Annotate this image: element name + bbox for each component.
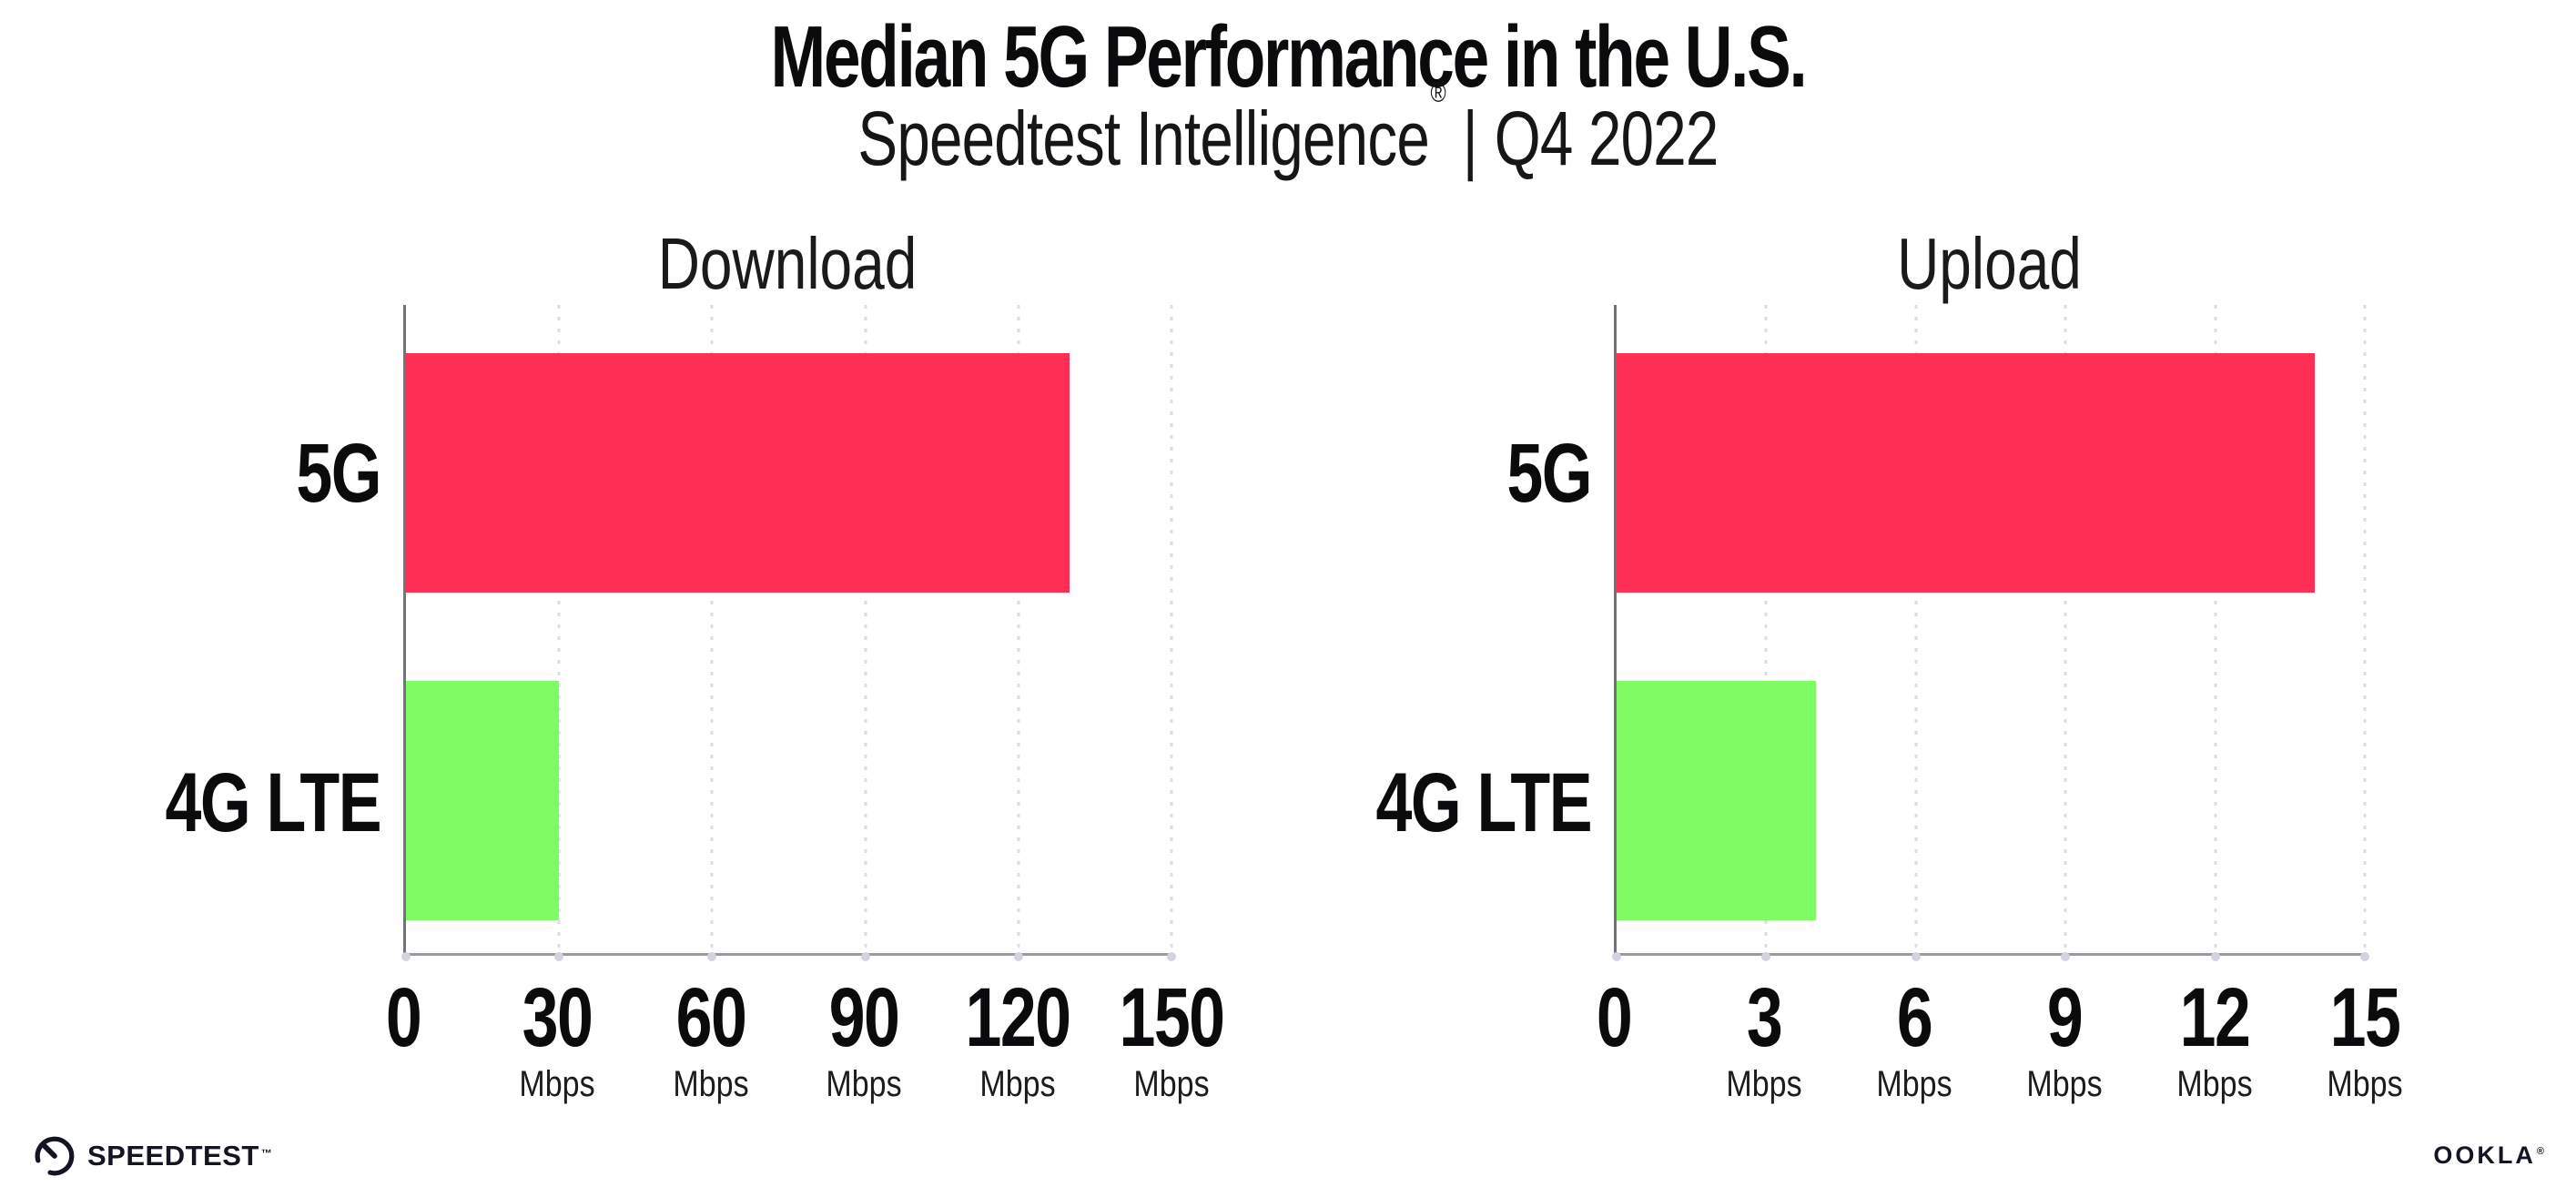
download-x-axis-labels: 0 30 Mbps 60 Mbps 90 Mbps 120 Mbps 150 Mbps bbox=[386, 971, 1225, 1134]
subtitle-separator: | bbox=[1462, 96, 1478, 181]
download-bar-4g-lte bbox=[406, 681, 560, 920]
page-subtitle: Speedtest Intelligence® | Q4 2022 bbox=[283, 78, 2292, 183]
gridline bbox=[864, 305, 867, 953]
gridline bbox=[2214, 305, 2217, 953]
x-tick: 15 Mbps bbox=[2320, 971, 2409, 1105]
gridline bbox=[1914, 305, 1918, 953]
download-category-label-4g-lte: 4G LTE bbox=[165, 756, 381, 849]
download-chart-title: Download bbox=[657, 223, 918, 304]
upload-plot-area bbox=[1612, 305, 2369, 961]
download-category-label-5g: 5G bbox=[296, 427, 381, 520]
trademark-mark: ™ bbox=[260, 1147, 273, 1160]
gridline bbox=[2064, 305, 2067, 953]
x-tick-value: 15 bbox=[2329, 971, 2401, 1064]
speedtest-logo-text: SPEEDTEST ™ bbox=[87, 1140, 273, 1172]
subtitle-brand: Speedtest Intelligence bbox=[857, 96, 1429, 181]
x-tick: 3 Mbps bbox=[1719, 971, 1809, 1105]
gridline bbox=[2363, 305, 2367, 953]
tick-dot bbox=[1612, 952, 1621, 961]
x-tick-value: 60 bbox=[675, 971, 746, 1064]
tick-dot bbox=[2061, 952, 2071, 961]
x-tick: 0 bbox=[380, 971, 425, 1064]
gridline bbox=[710, 305, 714, 953]
upload-category-label-5g: 5G bbox=[1506, 427, 1592, 520]
x-tick-value: 120 bbox=[965, 971, 1072, 1064]
gridline bbox=[1170, 305, 1173, 953]
x-tick: 150 Mbps bbox=[1104, 971, 1239, 1105]
subtitle-period: Q4 2022 bbox=[1494, 96, 1719, 181]
download-bar-5g bbox=[406, 353, 1070, 593]
x-tick-unit: Mbps bbox=[673, 1063, 749, 1104]
x-tick-unit: Mbps bbox=[1726, 1063, 1802, 1104]
x-tick-value: 150 bbox=[1119, 971, 1225, 1064]
tick-dot bbox=[1761, 952, 1771, 961]
tick-dot bbox=[860, 952, 870, 961]
x-tick-unit: Mbps bbox=[979, 1063, 1056, 1104]
x-tick-value: 0 bbox=[1596, 971, 1633, 1064]
download-gridlines bbox=[401, 305, 1176, 961]
x-tick-value: 9 bbox=[2046, 971, 2084, 1064]
x-tick: 30 Mbps bbox=[512, 971, 602, 1105]
tick-dot bbox=[554, 952, 564, 961]
x-tick-value: 12 bbox=[2179, 971, 2251, 1064]
x-tick: 0 bbox=[1591, 971, 1636, 1064]
page-title: Median 5G Performance in the U.S. bbox=[770, 8, 1807, 106]
x-tick: 60 Mbps bbox=[665, 971, 755, 1105]
x-tick-unit: Mbps bbox=[826, 1063, 902, 1104]
tick-dot bbox=[707, 952, 717, 961]
x-tick: 120 Mbps bbox=[950, 971, 1085, 1105]
x-tick-value: 3 bbox=[1746, 971, 1783, 1064]
tick-dot bbox=[1167, 952, 1176, 961]
x-tick: 9 Mbps bbox=[2020, 971, 2109, 1105]
upload-chart-title: Upload bbox=[1897, 223, 2082, 304]
x-tick-value: 90 bbox=[829, 971, 900, 1064]
x-tick-value: 30 bbox=[522, 971, 593, 1064]
tick-dot bbox=[1911, 952, 1921, 961]
gridline bbox=[557, 305, 561, 953]
ookla-logo-text: OOKLA bbox=[2433, 1141, 2536, 1169]
download-plot-area bbox=[401, 305, 1176, 961]
ookla-registered-mark: ® bbox=[2536, 1146, 2547, 1157]
speedtest-logo: SPEEDTEST ™ bbox=[33, 1134, 272, 1178]
gridline bbox=[1017, 305, 1020, 953]
tick-dot bbox=[401, 952, 411, 961]
tick-dot bbox=[2210, 952, 2220, 961]
x-tick: 6 Mbps bbox=[1870, 971, 1959, 1105]
registered-mark: ® bbox=[1430, 78, 1446, 108]
x-tick-value: 6 bbox=[1896, 971, 1933, 1064]
upload-category-label-4g-lte: 4G LTE bbox=[1375, 756, 1592, 849]
x-tick-unit: Mbps bbox=[519, 1063, 595, 1104]
x-tick: 90 Mbps bbox=[819, 971, 908, 1105]
x-tick-unit: Mbps bbox=[1876, 1063, 1952, 1104]
x-tick-unit: Mbps bbox=[2026, 1063, 2103, 1104]
x-tick-unit: Mbps bbox=[2176, 1063, 2253, 1104]
ookla-logo: OOKLA® bbox=[2433, 1141, 2547, 1170]
x-tick-unit: Mbps bbox=[2327, 1063, 2403, 1104]
upload-bar-4g-lte bbox=[1617, 681, 1817, 920]
speedtest-gauge-icon bbox=[35, 1136, 75, 1176]
x-tick-unit: Mbps bbox=[1133, 1063, 1210, 1104]
x-tick-value: 0 bbox=[385, 971, 422, 1064]
upload-x-axis-labels: 0 3 Mbps 6 Mbps 9 Mbps 12 Mbps 15 Mbps bbox=[1597, 971, 2403, 1134]
upload-gridlines bbox=[1612, 305, 2369, 961]
tick-dot bbox=[2360, 952, 2369, 961]
x-tick: 12 Mbps bbox=[2170, 971, 2259, 1105]
gridline bbox=[1764, 305, 1768, 953]
tick-dot bbox=[1013, 952, 1023, 961]
upload-bar-5g bbox=[1617, 353, 2316, 593]
